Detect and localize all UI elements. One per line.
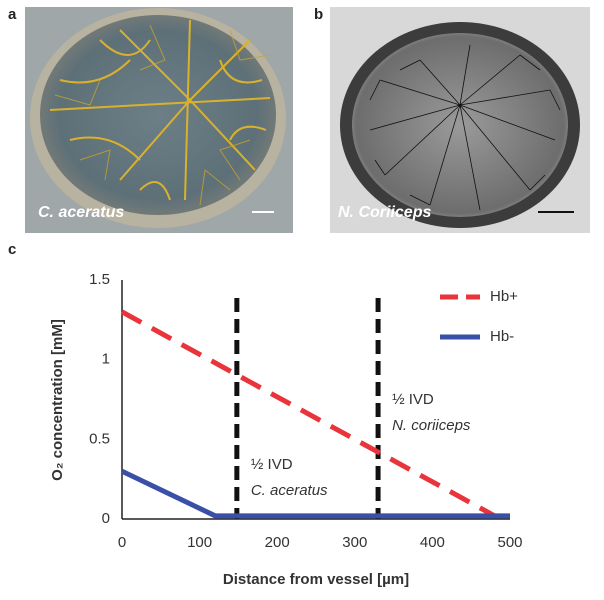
- x-tick-label: 300: [342, 534, 367, 551]
- x-tick-label: 200: [265, 534, 290, 551]
- y-tick-label: 1: [102, 351, 110, 368]
- panel-label: b: [314, 6, 323, 23]
- panel-caption: N. Coriiceps: [338, 204, 431, 221]
- panel-caption: C. aceratus: [38, 204, 124, 221]
- annotation: C. aceratus: [251, 482, 328, 499]
- x-tick-label: 0: [118, 534, 126, 551]
- legend-label: Hb-: [490, 328, 514, 345]
- annotation: N. coriiceps: [392, 417, 471, 434]
- x-tick-label: 500: [497, 534, 522, 551]
- legend-label: Hb+: [490, 288, 518, 305]
- x-tick-label: 400: [420, 534, 445, 551]
- y-tick-label: 0: [102, 510, 110, 527]
- photo-b: [330, 7, 590, 233]
- y-axis-title: O₂ concentration [mM]: [49, 319, 66, 481]
- photo-a: [25, 7, 293, 233]
- panel-label: a: [8, 6, 17, 23]
- x-axis-title: Distance from vessel [µm]: [223, 571, 409, 588]
- series-line: [120, 309, 496, 519]
- y-tick-label: 0.5: [89, 430, 110, 447]
- x-tick-label: 100: [187, 534, 212, 551]
- y-tick-label: 1.5: [89, 271, 110, 288]
- series-line: [120, 468, 510, 519]
- annotation: ½ IVD: [392, 391, 434, 408]
- annotation: ½ IVD: [251, 456, 293, 473]
- panel-label: c: [8, 241, 16, 258]
